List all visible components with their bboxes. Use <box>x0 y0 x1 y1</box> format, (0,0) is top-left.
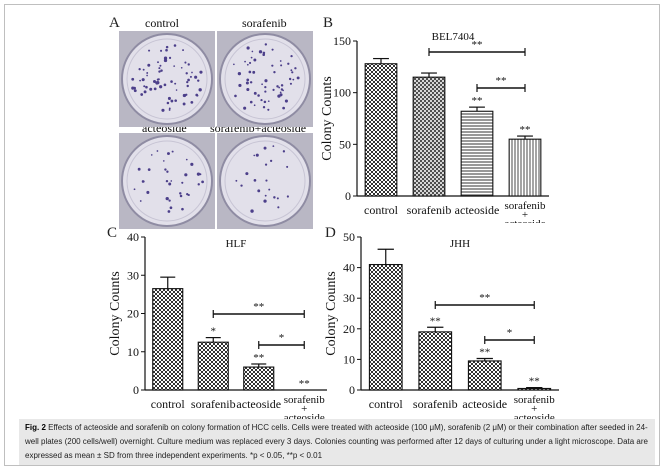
bar <box>243 366 275 391</box>
x-tick-label: acteoside <box>284 412 325 419</box>
bar <box>418 331 453 391</box>
comparison-label: * <box>507 327 513 339</box>
x-tick-label: sorafenib <box>407 203 452 217</box>
y-tick-label: 50 <box>339 137 351 151</box>
bar <box>460 110 494 197</box>
x-tick-label: sorafenib <box>191 397 236 411</box>
figure-frame: A control sorafenib acteoside sorafenib+… <box>4 4 660 466</box>
photo-label-sorafenib: sorafenib <box>242 16 287 30</box>
significance-mark: ** <box>430 315 441 327</box>
bar <box>412 76 446 197</box>
y-tick-label: 30 <box>343 291 355 305</box>
significance-mark: ** <box>520 124 531 136</box>
y-tick-label: 40 <box>127 230 139 244</box>
y-tick-label: 0 <box>133 383 139 397</box>
panel-a-letter: A <box>109 15 120 31</box>
chart-jhh: 0 10 20 30 40 50 Colony Counts JHH control ** sora… <box>324 230 559 419</box>
y-tick-label: 10 <box>343 352 355 366</box>
photo-label-control: control <box>145 16 179 30</box>
x-tick-label: + <box>522 209 528 221</box>
x-tick-label: acteoside <box>462 397 507 411</box>
petri-dish-combination <box>217 133 313 229</box>
y-tick-label: 30 <box>127 268 139 282</box>
y-tick-label: 0 <box>345 189 351 203</box>
significance-mark: ** <box>253 352 264 364</box>
panel-c-letter: C <box>107 225 118 241</box>
bar <box>368 263 403 391</box>
x-tick-label: sorafenib <box>505 200 546 212</box>
bar <box>508 138 542 197</box>
petri-dish-control <box>119 31 215 127</box>
y-axis-label: Colony Counts <box>108 271 123 355</box>
bar <box>517 387 552 391</box>
y-tick-label: 0 <box>349 383 355 397</box>
x-tick-label: + <box>301 403 307 415</box>
comparison-label: ** <box>472 39 483 51</box>
x-tick-label: control <box>151 397 186 411</box>
x-tick-label: sorafenib <box>284 394 325 406</box>
bar <box>467 360 502 391</box>
y-tick-label: 50 <box>343 230 355 244</box>
x-tick-label: control <box>364 203 399 217</box>
y-axis-label: Colony Counts <box>324 271 339 355</box>
comparison-label: * <box>279 332 285 344</box>
y-tick-label: 150 <box>333 34 351 48</box>
significance-mark: ** <box>479 346 490 358</box>
significance-mark: ** <box>529 376 540 388</box>
y-axis-label: Colony Counts <box>320 76 335 160</box>
chart-hlf: 0 10 20 30 40 Colony Counts HLF control * sorafen… <box>108 230 327 419</box>
comparison-label: ** <box>253 301 264 313</box>
x-tick-label: acteoside <box>505 218 546 223</box>
caption-fig-label: Fig. 2 <box>25 423 46 432</box>
significance-mark: ** <box>472 95 483 107</box>
petri-dish-sorafenib <box>217 31 313 127</box>
x-tick-label: sorafenib <box>413 397 458 411</box>
x-tick-label: control <box>369 397 404 411</box>
comparison-label: ** <box>496 75 507 87</box>
y-tick-label: 20 <box>127 307 139 321</box>
y-tick-label: 20 <box>343 322 355 336</box>
petri-dish-acteoside <box>119 133 215 229</box>
comparison-label: ** <box>479 292 490 304</box>
x-tick-label: + <box>531 403 537 415</box>
caption-text: Effects of acteoside and sorafenib on co… <box>25 423 648 460</box>
x-tick-label: acteoside <box>514 412 555 419</box>
significance-mark: * <box>211 326 217 338</box>
bar <box>152 288 184 391</box>
y-tick-label: 40 <box>343 261 355 275</box>
y-tick-label: 100 <box>333 86 351 100</box>
x-tick-label: sorafenib <box>514 394 555 406</box>
panel-d-letter: D <box>325 225 336 241</box>
chart-bel7404: 0 50 100 150 Colony Counts BEL7404 control sora… <box>320 31 549 223</box>
significance-mark: ** <box>299 378 310 390</box>
chart-title: BEL7404 <box>432 31 475 43</box>
bar <box>197 341 229 391</box>
chart-title: JHH <box>450 238 470 250</box>
x-tick-label: acteoside <box>455 203 500 217</box>
y-tick-label: 10 <box>127 345 139 359</box>
bar <box>364 63 398 197</box>
chart-title: HLF <box>226 238 247 250</box>
x-tick-label: acteoside <box>236 397 281 411</box>
panel-b-letter: B <box>323 15 334 31</box>
figure-caption: Fig. 2 Effects of acteoside and sorafeni… <box>19 419 655 465</box>
